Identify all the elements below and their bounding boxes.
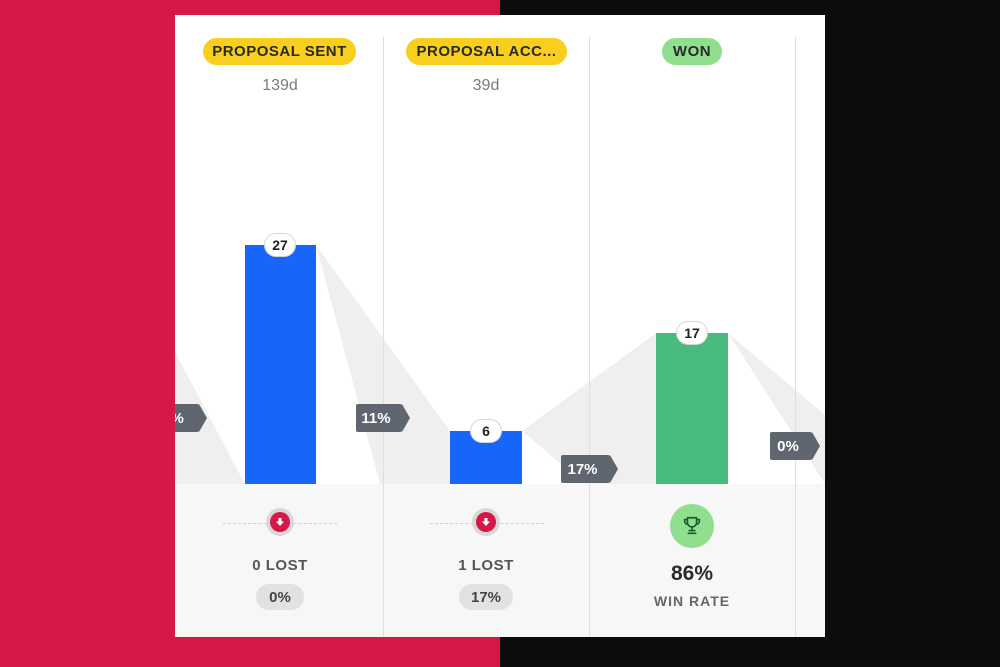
- stage-bar-won[interactable]: [656, 333, 728, 484]
- win-rate-percent: 86%: [670, 562, 714, 585]
- arrow-down-icon: [266, 508, 294, 536]
- lost-percent: 17%: [470, 588, 502, 606]
- stage-bar-proposal-sent[interactable]: [245, 245, 316, 484]
- conversion-rate: 0%: [777, 437, 799, 455]
- lost-percent-pill: 0%: [256, 584, 304, 610]
- stage-name: PROPOSAL ACC...: [416, 43, 557, 60]
- stage-name: PROPOSAL SENT: [212, 43, 347, 60]
- lost-count-label: 1 LOST: [458, 557, 514, 574]
- conversion-rate: 17%: [567, 460, 598, 478]
- conversion-rate: 5%: [175, 410, 184, 427]
- deal-count-badge: 27: [264, 233, 296, 257]
- lost-percent: 0%: [269, 588, 291, 606]
- pipeline-funnel-panel: PROPOSAL SENT 139d 27 PROPOSAL ACC... 39…: [175, 15, 825, 637]
- funnel-wedge-3: [728, 333, 825, 484]
- lost-percent-pill: 17%: [459, 584, 513, 610]
- trophy-icon: [670, 504, 714, 548]
- deal-count-badge: 17: [676, 321, 708, 345]
- column-divider: [795, 37, 796, 637]
- lost-count-label: 0 LOST: [252, 557, 308, 574]
- win-rate-label: WIN RATE: [653, 593, 731, 609]
- stage-name: WON: [672, 43, 712, 60]
- column-divider: [383, 37, 384, 637]
- conversion-rate-tag: 0%: [770, 432, 820, 460]
- conversion-rate-tag: 5%: [175, 404, 207, 432]
- conversion-rate: 11%: [361, 409, 391, 427]
- stage-pill-proposal-sent[interactable]: PROPOSAL SENT: [203, 38, 356, 65]
- arrow-down-icon: [472, 508, 500, 536]
- deal-count-badge: 6: [470, 419, 502, 443]
- stage-pill-proposal-accepted[interactable]: PROPOSAL ACC...: [406, 38, 567, 65]
- stage-duration: 39d: [472, 77, 500, 94]
- conversion-rate-tag: 17%: [561, 455, 618, 483]
- conversion-rate-tag: 11%: [356, 404, 410, 432]
- stage-pill-won[interactable]: WON: [662, 38, 722, 65]
- funnel-wedge-0: [175, 352, 245, 484]
- column-divider: [589, 37, 590, 637]
- stage-duration: 139d: [262, 77, 298, 94]
